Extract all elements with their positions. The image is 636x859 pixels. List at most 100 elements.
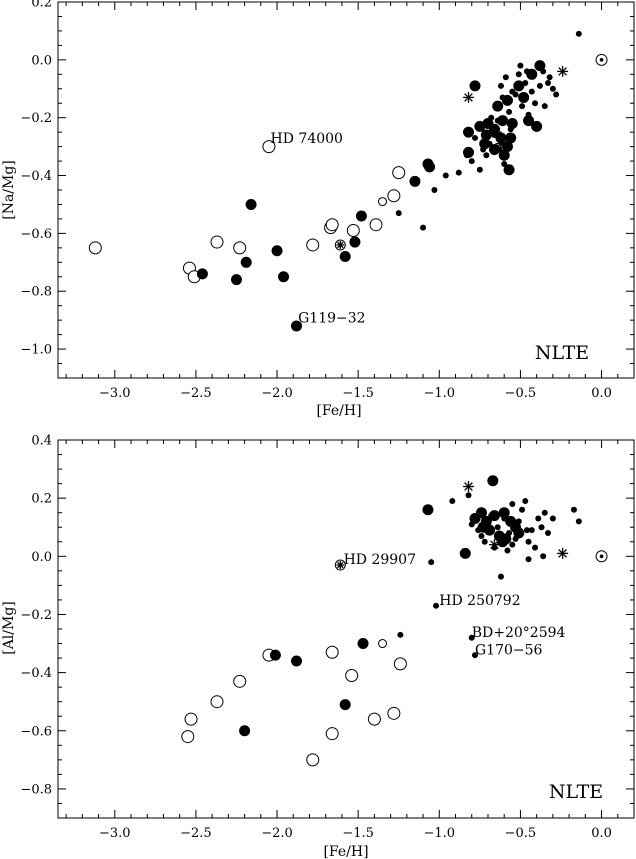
open-circle-point — [181, 730, 195, 744]
filled-circle-point — [519, 506, 526, 513]
filled-circle-point — [428, 559, 435, 566]
x-tick-label: −1.0 — [424, 386, 456, 401]
filled-circle-point — [507, 126, 514, 133]
filled-circle-point — [509, 500, 516, 507]
filled-circle-point — [502, 74, 509, 81]
filled-circle-point — [471, 652, 478, 659]
filled-circle-point — [545, 79, 552, 86]
open-circle-point — [367, 712, 381, 726]
x-tick-label: −3.0 — [99, 826, 131, 841]
open-circle-point — [325, 727, 339, 741]
filled-circle-point — [271, 245, 283, 257]
filled-circle-point — [468, 634, 475, 641]
filled-circle-point — [397, 631, 404, 638]
filled-circle-point — [538, 524, 545, 531]
filled-circle-point — [525, 111, 532, 118]
asterisk-stroke — [464, 93, 473, 102]
x-tick-label: −2.0 — [261, 386, 293, 401]
filled-circle-point — [442, 172, 449, 179]
y-tick-label: −0.2 — [20, 111, 52, 126]
x-tick-label: −2.0 — [261, 826, 293, 841]
filled-circle-point — [291, 320, 303, 332]
filled-circle-point — [463, 126, 475, 138]
x-tick-label: −3.0 — [99, 386, 131, 401]
filled-circle-point — [532, 100, 539, 107]
filled-circle-point — [575, 518, 582, 525]
y-tick-label: −0.2 — [20, 608, 52, 623]
tick-marks — [58, 1, 634, 378]
asterisk-stroke — [464, 482, 473, 491]
x-tick-label: −1.5 — [342, 826, 374, 841]
filled-circle-point — [239, 725, 251, 737]
star-annotation: HD 250792 — [439, 593, 520, 609]
filled-circle-point — [479, 138, 491, 150]
filled-circle-point — [468, 521, 475, 528]
y-tick-label: 0.2 — [31, 492, 52, 507]
starred-circle-point — [336, 240, 345, 249]
filled-circle-point — [499, 94, 506, 101]
filled-circle-point — [570, 506, 577, 513]
x-axis-label: [Fe/H] — [323, 844, 368, 859]
filled-circle-point — [455, 169, 462, 176]
filled-circle-point — [506, 117, 518, 129]
filled-circle-point — [420, 224, 427, 231]
asterisk-stroke — [337, 241, 344, 249]
filled-circle-point — [269, 649, 281, 661]
open-circle-point — [393, 657, 407, 671]
filled-circle-point — [518, 91, 530, 103]
y-tick-label: 0.2 — [31, 0, 52, 11]
filled-circle-point — [528, 527, 535, 534]
open-circle-point — [325, 645, 339, 659]
x-tick-label: −1.0 — [424, 826, 456, 841]
filled-circle-point — [513, 527, 525, 539]
filled-circle-point — [349, 236, 361, 248]
y-tick-label: −0.6 — [20, 724, 52, 739]
star-annotation: HD 29907 — [344, 552, 416, 568]
asterisk-point — [557, 547, 569, 559]
filled-circle-point — [476, 166, 483, 173]
filled-circle-point — [481, 538, 488, 545]
asterisk-stroke — [490, 540, 499, 550]
filled-circle-point — [494, 524, 501, 531]
open-circle-point — [387, 706, 401, 720]
filled-circle-point — [523, 68, 530, 75]
y-axis-label: [Al/Mg] — [1, 601, 17, 655]
y-tick-labels: 0.2 0.0 −0.2 −0.4 −0.6 −0.8 −1.0 — [20, 0, 52, 358]
sun-symbol-dot — [599, 554, 604, 559]
asterisk-point — [557, 65, 569, 77]
filled-circle-point — [501, 160, 508, 167]
filled-circle-point — [355, 210, 367, 222]
filled-circle-point — [240, 256, 252, 268]
filled-circle-point — [540, 68, 547, 75]
filled-circle-point — [486, 140, 493, 147]
x-axis-label: [Fe/H] — [316, 403, 361, 419]
filled-circle-point — [528, 88, 535, 95]
asterisk-point — [463, 481, 475, 493]
filled-circle-point — [512, 91, 519, 98]
filled-circle-point — [480, 129, 492, 141]
starred-circle-ring — [334, 559, 346, 571]
asterisk-point — [463, 91, 475, 103]
filled-circle-point — [549, 515, 556, 522]
y-tick-label: 0.4 — [31, 434, 52, 449]
tick-marks — [58, 439, 634, 818]
data-points — [88, 30, 608, 332]
x-tick-label: −1.5 — [342, 386, 374, 401]
filled-circle-point — [546, 74, 553, 81]
y-tick-label: −0.4 — [20, 169, 52, 184]
filled-circle-point — [497, 115, 509, 127]
filled-circle-point — [498, 149, 510, 161]
filled-circle-point — [504, 547, 511, 554]
filled-circle-point — [494, 117, 501, 124]
y-tick-label: 0.0 — [31, 550, 52, 565]
x-tick-labels: −3.0 −2.5 −2.0 −1.5 −1.0 −0.5 0.0 — [99, 386, 612, 401]
asterisk-point — [495, 138, 507, 150]
x-tick-label: 0.0 — [591, 386, 612, 401]
filled-circle-point — [433, 602, 440, 609]
filled-circle-point — [505, 132, 517, 144]
filled-circle-point — [483, 152, 490, 159]
filled-circle-point — [536, 82, 543, 89]
sun-symbol-dot — [599, 58, 604, 62]
filled-circle-point — [553, 91, 560, 98]
filled-circle-point — [545, 530, 552, 537]
